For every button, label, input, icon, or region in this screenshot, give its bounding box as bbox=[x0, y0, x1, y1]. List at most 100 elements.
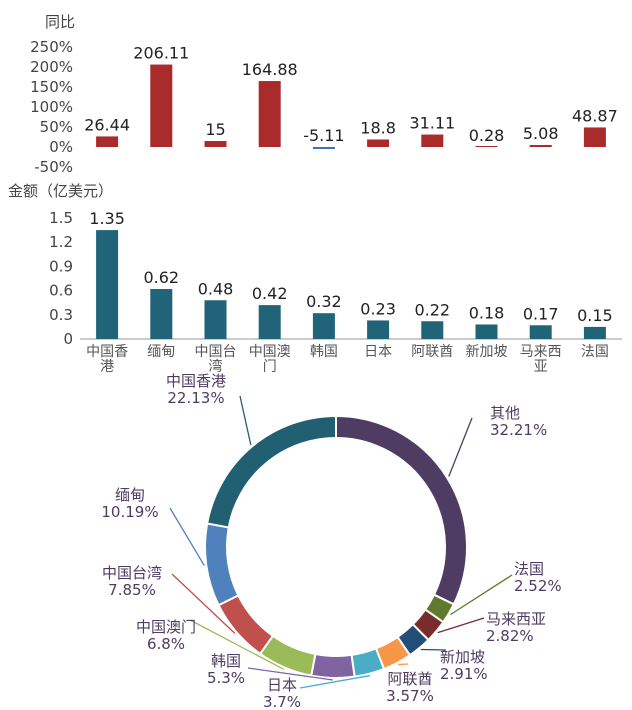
donut-slice bbox=[205, 414, 337, 529]
amount-tick-label: 0.9 bbox=[49, 257, 73, 275]
amount-tick-label: 0.6 bbox=[49, 282, 73, 300]
amount-value-label: 0.48 bbox=[198, 279, 234, 298]
amount-value-label: 0.32 bbox=[306, 292, 342, 311]
amount-bar bbox=[150, 288, 173, 339]
donut-slice-percent: 5.3% bbox=[207, 669, 245, 687]
amount-bar bbox=[258, 305, 281, 339]
donut-slice-percent: 2.52% bbox=[514, 577, 562, 595]
amount-category-label: 阿联酋 bbox=[411, 343, 453, 360]
donut-leader-line bbox=[239, 395, 252, 446]
yoy-tick-label: 50% bbox=[40, 118, 73, 136]
amount-category-label: 新加坡 bbox=[466, 344, 508, 360]
donut-slice bbox=[204, 522, 240, 607]
amount-category-labels: 中国香港 缅甸 中国台湾 中国澳门 韩国 日本 阿联酋 新加坡 马来西亚 法国 bbox=[86, 343, 609, 375]
donut-slice-percent: 6.8% bbox=[147, 635, 185, 653]
donut-slice-percent: 2.91% bbox=[440, 665, 488, 683]
amount-tick-label: 0 bbox=[63, 330, 73, 348]
donut-slices bbox=[204, 414, 468, 679]
amount-bar-chart: 金额（亿美元） 1.5 1.2 0.9 0.6 0.3 0 1.35 0.62 0.48 0.4… bbox=[8, 182, 622, 375]
donut-leader-line bbox=[299, 674, 371, 689]
amount-category-label: 日本 bbox=[364, 344, 392, 360]
yoy-bar bbox=[150, 64, 173, 147]
amount-tick-label: 0.3 bbox=[49, 306, 73, 324]
amount-category-label: 港 bbox=[100, 359, 114, 375]
amount-tick-labels: 1.5 1.2 0.9 0.6 0.3 0 bbox=[49, 209, 73, 348]
amount-bars bbox=[96, 230, 606, 339]
donut-slice-name: 日本 bbox=[267, 676, 297, 694]
amount-category-label: 中国香 bbox=[86, 344, 128, 360]
donut-slice bbox=[335, 414, 468, 606]
yoy-bar bbox=[204, 141, 227, 147]
amount-category-label: 湾 bbox=[209, 358, 223, 375]
amount-value-label: 0.17 bbox=[523, 304, 559, 323]
yoy-value-label: 15 bbox=[205, 120, 225, 139]
donut-leader-line bbox=[450, 574, 513, 616]
donut-leader-line bbox=[448, 417, 473, 477]
yoy-value-label: 18.8 bbox=[360, 118, 396, 137]
amount-category-label: 中国台 bbox=[195, 344, 237, 360]
yoy-tick-label: 100% bbox=[30, 98, 73, 116]
donut-leader-line bbox=[398, 663, 409, 666]
amount-value-labels: 1.35 0.62 0.48 0.42 0.32 0.23 0.22 0.18 0.17 0.15 bbox=[89, 209, 612, 325]
donut-slice-name: 缅甸 bbox=[115, 486, 145, 504]
yoy-bar bbox=[96, 136, 119, 147]
amount-bar bbox=[583, 326, 606, 339]
yoy-value-label: 0.28 bbox=[469, 126, 505, 145]
yoy-bars bbox=[96, 64, 606, 149]
donut-slice-percent: 32.21% bbox=[490, 421, 547, 439]
amount-value-label: 0.62 bbox=[143, 268, 179, 287]
amount-bar bbox=[475, 324, 498, 339]
donut-slice-name: 中国澳门 bbox=[136, 618, 196, 636]
donut-slice-percent: 7.85% bbox=[108, 581, 156, 599]
donut-slice-name: 韩国 bbox=[211, 652, 241, 670]
amount-bar bbox=[204, 300, 227, 339]
yoy-value-labels: 26.44 206.11 15 164.88 -5.11 18.8 31.11 0.28 5.0… bbox=[84, 44, 618, 145]
donut-leader-line bbox=[169, 507, 205, 566]
amount-value-label: 0.42 bbox=[252, 284, 288, 303]
yoy-tick-label: 250% bbox=[30, 38, 73, 56]
donut-leader-line bbox=[247, 667, 333, 681]
yoy-tick-label: 0% bbox=[49, 138, 73, 156]
amount-value-label: 0.23 bbox=[360, 299, 396, 318]
yoy-bar-chart: 同比 250% 200% 150% 100% 50% 0% -50% 26.44 206.11… bbox=[30, 13, 618, 176]
amount-value-label: 0.15 bbox=[577, 306, 613, 325]
yoy-tick-label: 150% bbox=[30, 78, 73, 96]
donut-slice-name: 新加坡 bbox=[440, 648, 485, 666]
yoy-tick-labels: 250% 200% 150% 100% 50% 0% -50% bbox=[30, 38, 73, 176]
donut-leader-line bbox=[189, 619, 285, 670]
amount-bar bbox=[312, 313, 335, 339]
amount-value-label: 0.22 bbox=[414, 300, 450, 319]
yoy-bar bbox=[367, 139, 390, 147]
amount-tick-label: 1.5 bbox=[49, 209, 73, 227]
amount-category-label: 韩国 bbox=[310, 344, 338, 360]
amount-category-label: 中国澳 bbox=[249, 344, 291, 360]
donut-leader-line bbox=[171, 573, 236, 634]
yoy-value-label: 48.87 bbox=[572, 106, 618, 125]
amount-bar bbox=[367, 320, 390, 339]
donut-slice-percent: 2.82% bbox=[486, 627, 534, 645]
donut-leader-lines bbox=[169, 395, 513, 689]
yoy-axis-title: 同比 bbox=[45, 13, 75, 31]
yoy-bar bbox=[583, 127, 606, 147]
yoy-value-label: 26.44 bbox=[84, 115, 130, 134]
yoy-value-label: 164.88 bbox=[242, 60, 298, 79]
donut-slice-name: 中国香港 bbox=[166, 372, 226, 390]
donut-slice-name: 马来西亚 bbox=[486, 610, 546, 628]
donut-slice-name: 法国 bbox=[514, 560, 544, 578]
yoy-bar bbox=[258, 81, 281, 147]
amount-category-label: 缅甸 bbox=[147, 344, 175, 360]
yoy-bar bbox=[421, 134, 444, 147]
yoy-tick-label: -50% bbox=[34, 158, 73, 176]
yoy-value-label: 31.11 bbox=[409, 114, 455, 133]
donut-slice bbox=[217, 594, 275, 656]
amount-category-label: 亚 bbox=[534, 359, 548, 375]
amount-tick-label: 1.2 bbox=[49, 233, 73, 251]
donut-slice-percent: 3.7% bbox=[263, 693, 301, 710]
donut-slice bbox=[310, 652, 356, 679]
yoy-bar bbox=[312, 147, 335, 149]
yoy-value-label: 206.11 bbox=[133, 44, 189, 63]
amount-value-label: 1.35 bbox=[89, 209, 125, 228]
